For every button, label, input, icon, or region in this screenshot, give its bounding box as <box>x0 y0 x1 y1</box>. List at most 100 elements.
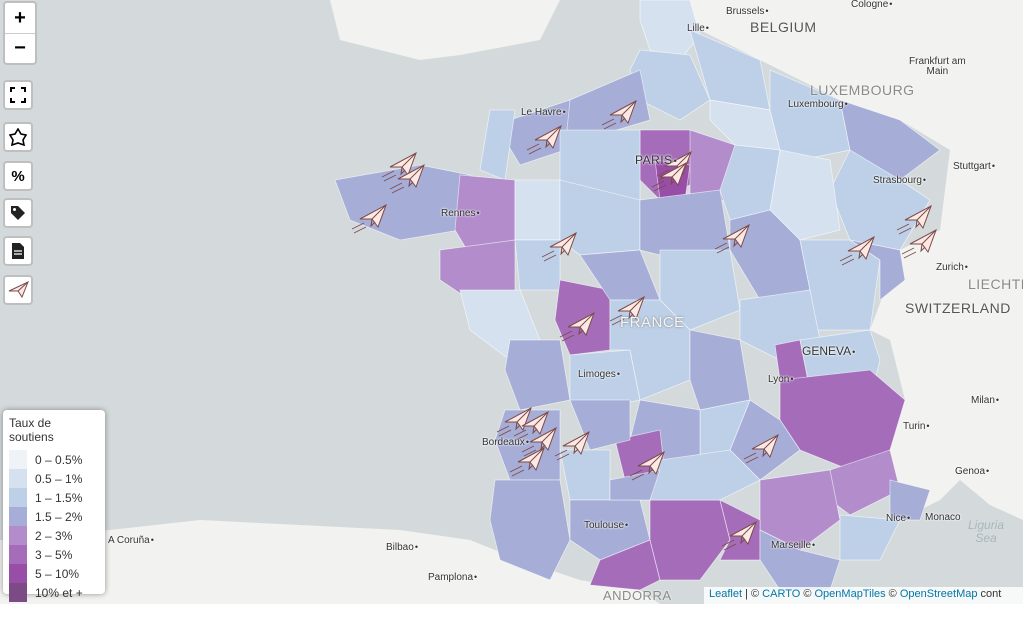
zoom-out-icon: − <box>14 37 26 59</box>
place-label: Frankfurt am Main <box>909 56 966 77</box>
tag-icon <box>11 206 25 220</box>
paper-plane-marker[interactable] <box>526 125 562 155</box>
paper-plane-marker[interactable] <box>721 521 757 551</box>
openmaptiles-link[interactable]: OpenMapTiles <box>814 588 886 600</box>
legend-swatch <box>9 526 27 545</box>
attribution-text: cont <box>977 588 1002 600</box>
place-label: GENEVA <box>802 344 855 358</box>
paper-plane-marker[interactable] <box>496 407 532 437</box>
leaflet-link[interactable]: Leaflet <box>709 588 743 600</box>
markers-control <box>3 275 33 305</box>
paper-plane-marker[interactable] <box>559 312 595 342</box>
legend-swatch <box>9 583 27 602</box>
basemap <box>0 0 1023 604</box>
paper-plane-marker[interactable] <box>541 232 577 262</box>
legend-label: 0.5 – 1% <box>35 471 83 486</box>
country-label: BELGIUM <box>750 19 817 35</box>
document-button[interactable] <box>5 238 31 264</box>
openstreetmap-link[interactable]: OpenStreetMap <box>899 588 978 600</box>
legend-item: 0.5 – 1% <box>9 469 99 488</box>
legend-label: 3 – 5% <box>35 547 73 562</box>
map-view[interactable]: Brussels Cologne Lille Frankfurt am Main… <box>0 0 1023 604</box>
paper-plane-marker[interactable] <box>601 100 637 130</box>
attribution: Leaflet | © CARTO © OpenMapTiles © OpenS… <box>704 587 1023 604</box>
paper-plane-marker[interactable] <box>351 204 387 234</box>
legend-swatch <box>9 450 27 469</box>
carto-link[interactable]: CARTO <box>762 588 801 600</box>
place-label: Strasbourg <box>873 175 926 186</box>
zoom-control: + − <box>3 1 37 65</box>
place-label: Limoges <box>578 369 620 380</box>
legend-item: 1 – 1.5% <box>9 488 99 507</box>
paper-plane-marker[interactable] <box>839 236 875 266</box>
country-label: SWITZERLAND <box>905 300 1011 316</box>
map-outline-button[interactable] <box>5 124 31 150</box>
paper-plane-marker[interactable] <box>554 431 590 461</box>
place-label: Le Havre <box>521 107 566 118</box>
document-icon <box>12 243 24 259</box>
legend-item: 2 – 3% <box>9 526 99 545</box>
legend-item: 1.5 – 2% <box>9 507 99 526</box>
tag-button[interactable] <box>5 200 31 226</box>
legend-item: 3 – 5% <box>9 545 99 564</box>
place-label: A Coruña <box>108 535 154 546</box>
fullscreen-control <box>3 80 33 110</box>
legend-item: 5 – 10% <box>9 564 99 583</box>
zoom-out-button[interactable]: − <box>5 33 35 63</box>
place-label: Milan <box>971 395 999 406</box>
paper-plane-icon <box>8 281 29 299</box>
fullscreen-button[interactable] <box>5 82 31 108</box>
place-label: Monaco <box>925 512 961 523</box>
legend-label: 1 – 1.5% <box>35 490 83 505</box>
attribution-text: © <box>800 588 815 600</box>
place-label: Zurich <box>936 262 968 273</box>
legend-label: 0 – 0.5% <box>35 452 83 467</box>
place-label: Cologne <box>851 0 892 10</box>
place-label: PARIS <box>635 153 677 167</box>
attribution-text: | © <box>742 588 763 600</box>
country-label: FRANCE <box>620 314 685 331</box>
paper-plane-marker[interactable] <box>714 224 750 254</box>
legend-label: 2 – 3% <box>35 528 73 543</box>
legend-swatch <box>9 564 27 583</box>
legend-item: 10% et + <box>9 583 99 602</box>
country-label: ANDORRA <box>603 588 672 603</box>
outline-control <box>3 122 33 152</box>
legend-swatch <box>9 488 27 507</box>
paper-plane-button[interactable] <box>5 277 31 303</box>
legend-item: 0 – 0.5% <box>9 450 99 469</box>
legend-swatch <box>9 507 27 526</box>
document-control <box>3 236 33 266</box>
place-label: Genoa <box>955 466 989 477</box>
place-label: Luxembourg <box>788 99 848 110</box>
place-label: Lyon <box>768 374 793 385</box>
zoom-in-button[interactable]: + <box>5 3 35 33</box>
legend-label: 5 – 10% <box>35 566 80 581</box>
place-label: Lille <box>687 23 709 34</box>
paper-plane-marker[interactable] <box>509 447 545 477</box>
place-label: Bordeaux <box>482 437 529 448</box>
legend-label: 1.5 – 2% <box>35 509 83 524</box>
paper-plane-marker[interactable] <box>629 451 665 481</box>
map-outline-icon <box>9 128 27 146</box>
country-label: LUXEMBOURG <box>810 82 915 98</box>
paper-plane-marker[interactable] <box>896 205 932 235</box>
place-label: Nice <box>886 513 910 524</box>
place-label: Pamplona <box>428 572 477 583</box>
percent-button[interactable]: % <box>5 163 31 189</box>
paper-plane-marker[interactable] <box>901 229 937 259</box>
legend: Taux de soutiens 0 – 0.5% 0.5 – 1% 1 – 1.5… <box>3 410 105 602</box>
sea-label: Liguria Sea <box>968 518 1005 545</box>
place-label: Brussels <box>726 6 769 17</box>
zoom-in-icon: + <box>14 6 26 29</box>
place-label: Marseille <box>771 540 815 551</box>
legend-swatch <box>9 469 27 488</box>
legend-swatch <box>9 545 27 564</box>
paper-plane-marker[interactable] <box>651 162 687 192</box>
place-label: Rennes <box>441 208 480 219</box>
place-label: Stuttgart <box>953 161 995 172</box>
attribution-text: © <box>885 588 900 600</box>
legend-title: Taux de soutiens <box>9 416 54 444</box>
country-label: LIECHTE <box>968 276 1023 292</box>
paper-plane-marker[interactable] <box>743 434 779 464</box>
